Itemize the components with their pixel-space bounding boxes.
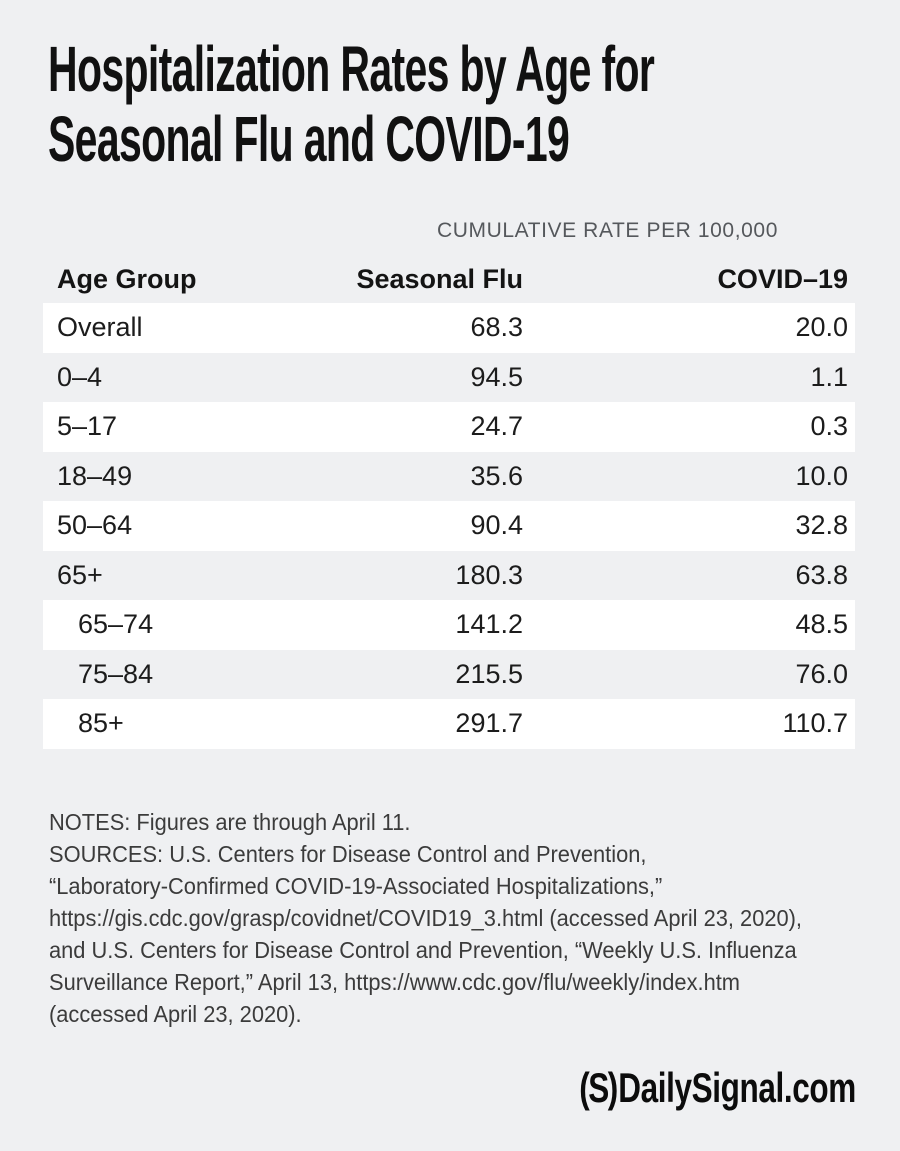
- table-header-row: Age Group Seasonal Flu COVID–19: [43, 262, 855, 296]
- notes-line: and U.S. Centers for Disease Control and…: [49, 937, 797, 963]
- notes-line: SOURCES: U.S. Centers for Disease Contro…: [49, 841, 647, 867]
- age-group-cell: 75–84: [78, 658, 154, 689]
- covid19-cell: 1.1: [810, 361, 848, 392]
- notes-block: NOTES: Figures are through April 11. SOU…: [49, 806, 802, 1030]
- covid19-cell: 20.0: [795, 312, 848, 343]
- daily-signal-logo-text: DailySignal.com: [618, 1064, 856, 1111]
- seasonal-flu-cell: 291.7: [455, 708, 523, 739]
- daily-signal-logo-mark-icon: (S): [579, 1064, 618, 1111]
- notes-line: Surveillance Report,” April 13, https://…: [49, 969, 741, 995]
- seasonal-flu-cell: 215.5: [455, 658, 523, 689]
- table-kicker: CUMULATIVE RATE PER 100,000: [436, 219, 778, 242]
- covid19-cell: 0.3: [810, 411, 848, 442]
- table-body: Overall 68.3 20.0 0–4 94.5 1.1 5–17 24.7…: [43, 303, 855, 749]
- notes-line: NOTES: Figures are through April 11.: [49, 809, 411, 835]
- covid19-cell: 48.5: [795, 609, 848, 640]
- infographic-title: Hospitalization Rates by Age for Seasona…: [48, 33, 655, 175]
- notes-line: https://gis.cdc.gov/grasp/covidnet/COVID…: [49, 905, 802, 931]
- table-row: 85+ 291.7 110.7: [43, 699, 855, 749]
- covid19-cell: 110.7: [782, 708, 848, 739]
- seasonal-flu-cell: 35.6: [470, 460, 523, 491]
- covid19-cell: 10.0: [795, 460, 848, 491]
- table-row: 5–17 24.7 0.3: [43, 402, 855, 452]
- header-seasonal-flu: Seasonal Flu: [356, 264, 523, 294]
- covid19-cell: 76.0: [795, 658, 848, 689]
- age-group-cell: 50–64: [57, 510, 133, 541]
- covid19-cell: 63.8: [795, 559, 848, 590]
- notes-line: (accessed April 23, 2020).: [49, 1001, 302, 1027]
- header-covid19: COVID–19: [717, 264, 848, 294]
- table-row: 65+ 180.3 63.8: [43, 551, 855, 601]
- age-group-cell: 18–49: [57, 460, 133, 491]
- table-row: 18–49 35.6 10.0: [43, 452, 855, 502]
- seasonal-flu-cell: 24.7: [470, 411, 523, 442]
- notes-line: “Laboratory-Confirmed COVID-19-Associate…: [49, 873, 663, 899]
- covid19-cell: 32.8: [795, 510, 848, 541]
- seasonal-flu-cell: 141.2: [455, 609, 523, 640]
- title-line-1: Hospitalization Rates by Age for: [48, 33, 655, 105]
- seasonal-flu-cell: 94.5: [470, 361, 523, 392]
- table-row: 0–4 94.5 1.1: [43, 353, 855, 403]
- table-row: 65–74 141.2 48.5: [43, 600, 855, 650]
- age-group-cell: 65–74: [78, 609, 154, 640]
- seasonal-flu-cell: 68.3: [470, 312, 523, 343]
- table-row: 75–84 215.5 76.0: [43, 650, 855, 700]
- footer-logo: (S)DailySignal.com: [579, 1064, 856, 1112]
- seasonal-flu-cell: 90.4: [470, 510, 523, 541]
- seasonal-flu-cell: 180.3: [455, 559, 523, 590]
- table-row: 50–64 90.4 32.8: [43, 501, 855, 551]
- table-row: Overall 68.3 20.0: [43, 303, 855, 353]
- title-line-2: Seasonal Flu and COVID-19: [48, 103, 570, 175]
- age-group-cell: 65+: [57, 559, 103, 590]
- age-group-cell: 5–17: [57, 411, 118, 442]
- age-group-cell: Overall: [57, 312, 143, 343]
- age-group-cell: 0–4: [57, 361, 103, 392]
- age-group-cell: 85+: [78, 708, 124, 739]
- header-age-group: Age Group: [57, 264, 197, 294]
